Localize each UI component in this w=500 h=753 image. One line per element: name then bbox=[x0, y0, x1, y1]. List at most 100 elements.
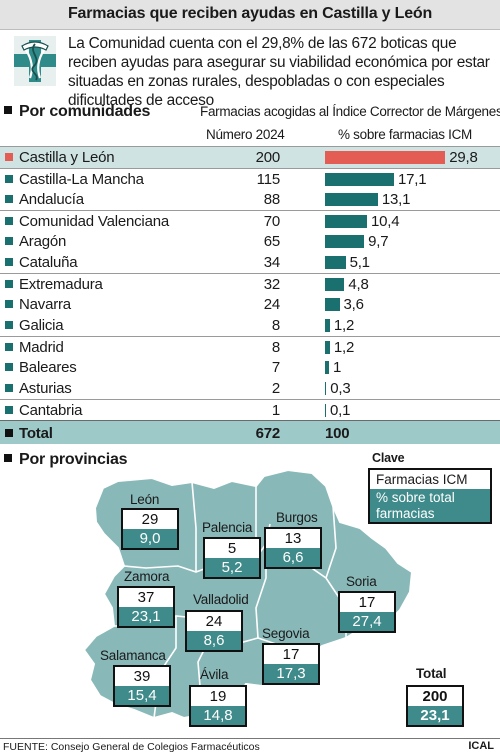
province-value: 19 bbox=[191, 687, 245, 706]
total-label: Total bbox=[19, 425, 53, 442]
source-note: FUENTE: Consejo General de Colegios Farm… bbox=[3, 741, 260, 753]
region-pct-label: 0,1 bbox=[330, 402, 351, 419]
footer: FUENTE: Consejo General de Colegios Farm… bbox=[0, 738, 500, 753]
region-name: Aragón bbox=[19, 233, 67, 250]
region-number: 70 bbox=[263, 213, 280, 230]
region-bullet bbox=[5, 300, 13, 308]
province-value: 17 bbox=[340, 593, 394, 612]
region-number: 8 bbox=[271, 339, 280, 356]
region-number: 88 bbox=[263, 191, 280, 208]
region-bullet bbox=[5, 280, 13, 288]
region-bar bbox=[325, 151, 446, 164]
region-name: Galicia bbox=[19, 317, 64, 334]
region-pct-label: 0,3 bbox=[330, 380, 351, 397]
region-pct-label: 10,4 bbox=[370, 213, 400, 230]
province-box: 29 9,0 bbox=[121, 508, 179, 550]
section-regions-heading: Por comunidades bbox=[4, 103, 150, 121]
total-pct: 100 bbox=[325, 425, 350, 442]
column-number-caption: Número 2024 bbox=[206, 127, 285, 142]
region-bar bbox=[325, 361, 330, 374]
legend-title: Clave bbox=[372, 451, 405, 465]
total-row: Total 672 100 bbox=[0, 420, 500, 444]
map-total-label: Total bbox=[416, 666, 447, 681]
province-value: 39 bbox=[115, 667, 169, 686]
region-number: 24 bbox=[263, 296, 280, 313]
region-pct-label: 1,2 bbox=[333, 339, 355, 356]
region-number: 7 bbox=[271, 359, 280, 376]
region-row: Galicia 8 1,2 bbox=[0, 315, 500, 336]
province-value: 17 bbox=[264, 645, 318, 664]
region-row: Navarra 24 3,6 bbox=[0, 294, 500, 315]
province-label: Salamanca bbox=[100, 648, 166, 663]
column-pct-caption: % sobre farmacias ICM bbox=[338, 127, 472, 142]
title-bar: Farmacias que reciben ayudas en Castilla… bbox=[0, 0, 500, 30]
region-name: Andalucía bbox=[19, 191, 84, 208]
province-value: 13 bbox=[266, 529, 320, 548]
region-pct-label: 13,1 bbox=[381, 191, 411, 208]
region-bullet bbox=[5, 175, 13, 183]
legend-pct-label: % sobre total farmacias provincia bbox=[370, 489, 490, 537]
region-name: Castilla-La Mancha bbox=[19, 171, 144, 188]
region-bullet bbox=[5, 343, 13, 351]
region-bullet bbox=[5, 217, 13, 225]
province-box: 39 15,4 bbox=[113, 665, 171, 707]
region-row: Asturias 2 0,3 bbox=[0, 378, 500, 399]
region-bar bbox=[325, 193, 378, 206]
province-pct: 8,6 bbox=[187, 631, 241, 650]
province-value: 5 bbox=[205, 539, 259, 558]
region-row: Extremadura 32 4,8 bbox=[0, 273, 500, 294]
region-row: Aragón 65 9,7 bbox=[0, 231, 500, 252]
region-bullet bbox=[5, 153, 13, 161]
province-label: Ávila bbox=[200, 667, 229, 682]
column-group-caption: Farmacias acogidas al Índice Corrector d… bbox=[200, 104, 500, 119]
region-bullet bbox=[5, 258, 13, 266]
region-name: Extremadura bbox=[19, 276, 103, 293]
region-pct-label: 17,1 bbox=[397, 171, 427, 188]
region-name: Comunidad Valenciana bbox=[19, 213, 169, 230]
region-name: Madrid bbox=[19, 339, 64, 356]
province-box: 17 17,3 bbox=[262, 643, 320, 685]
region-row: Cataluña 34 5,1 bbox=[0, 252, 500, 273]
region-pct-label: 9,7 bbox=[368, 233, 389, 250]
region-name: Cantabria bbox=[19, 402, 83, 419]
intro-text: La Comunidad cuenta con el 29,8% de las … bbox=[68, 35, 490, 109]
region-pct-label: 4,8 bbox=[348, 276, 369, 293]
map-total-box: 200 23,1 bbox=[406, 685, 464, 727]
region-row: Castilla y León 200 29,8 bbox=[0, 147, 500, 168]
map-total-pct: 23,1 bbox=[408, 706, 462, 725]
province-label: Palencia bbox=[202, 520, 253, 535]
region-bar bbox=[325, 256, 346, 269]
region-bullet bbox=[5, 406, 13, 414]
region-number: 200 bbox=[255, 149, 281, 166]
region-name: Cataluña bbox=[19, 254, 78, 271]
region-bullet bbox=[5, 363, 13, 371]
region-bar bbox=[325, 319, 330, 332]
province-label: Soria bbox=[346, 574, 377, 589]
province-label: Segovia bbox=[262, 626, 310, 641]
province-pct: 5,2 bbox=[205, 558, 259, 577]
region-pct-label: 1,2 bbox=[333, 317, 355, 334]
region-number: 2 bbox=[271, 380, 280, 397]
region-number: 115 bbox=[256, 171, 281, 188]
map-total-value: 200 bbox=[408, 687, 462, 706]
province-label: Burgos bbox=[276, 510, 318, 525]
region-bar bbox=[325, 173, 394, 186]
region-bar bbox=[325, 382, 327, 395]
region-name: Asturias bbox=[19, 380, 72, 397]
province-pct: 23,1 bbox=[119, 607, 173, 626]
region-bullet bbox=[5, 237, 13, 245]
region-bar bbox=[325, 278, 345, 291]
legend-value-label: Farmacias ICM bbox=[376, 472, 468, 487]
region-pct-label: 29,8 bbox=[449, 149, 478, 166]
total-bullet bbox=[5, 429, 13, 437]
map-legend: Farmacias ICM % sobre total farmacias pr… bbox=[368, 468, 492, 537]
brand-logo: ICAL bbox=[468, 740, 494, 752]
regions-table: Castilla y León 200 29,8 Castilla-La Mancha… bbox=[0, 147, 500, 444]
region-bar bbox=[325, 215, 367, 228]
total-number: 672 bbox=[255, 425, 281, 442]
region-bullet bbox=[5, 321, 13, 329]
province-pct: 9,0 bbox=[123, 529, 177, 548]
region-name: Navarra bbox=[19, 296, 71, 313]
region-row: Madrid 8 1,2 bbox=[0, 336, 500, 357]
province-value: 37 bbox=[119, 588, 173, 607]
